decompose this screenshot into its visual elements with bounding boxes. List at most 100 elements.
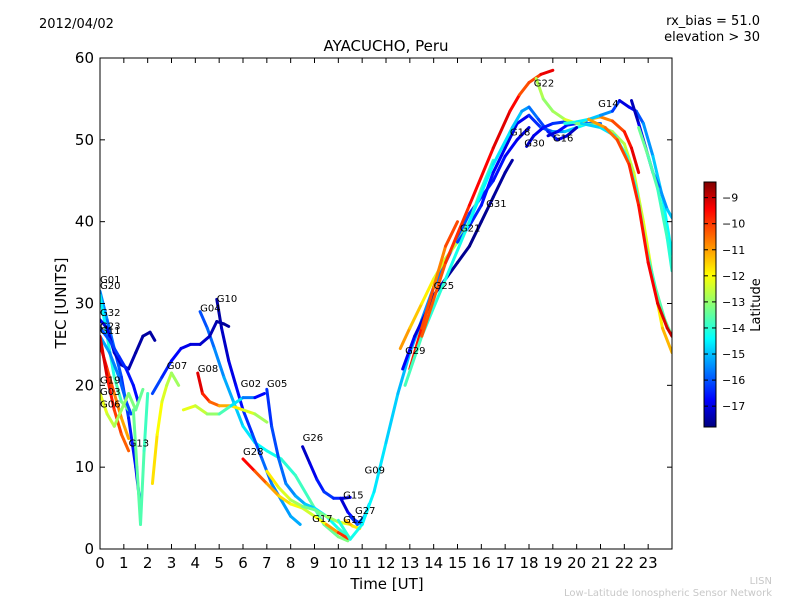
trace-segment [551, 109, 567, 121]
trace-segment [622, 142, 636, 175]
trace-segment [265, 387, 274, 428]
trace-g14d [587, 117, 672, 338]
trace-g09 [336, 126, 531, 541]
trace-segment [610, 130, 626, 146]
trace-segment [253, 469, 269, 486]
trace-segment [324, 514, 340, 524]
satellite-label: G15 [343, 490, 363, 501]
y-tick-label: 30 [75, 295, 94, 313]
trace-segment [322, 490, 336, 500]
network-full-label: Low-Latitude Ionospheric Sensor Network [564, 588, 772, 599]
trace-segment [289, 514, 302, 526]
trace-segment [665, 326, 672, 338]
trace-segment [100, 326, 112, 342]
trace-segment [479, 195, 495, 224]
trace-segment [398, 326, 412, 351]
y-tick-label: 60 [75, 49, 94, 67]
x-tick-label: 19 [543, 554, 562, 572]
colorbar-tick-label: −11 [722, 244, 745, 257]
trace-segment [200, 392, 212, 404]
trace-segment [348, 522, 364, 541]
trace-segment [289, 502, 305, 510]
trace-segment [556, 134, 569, 142]
trace-segment [622, 130, 633, 150]
trace-segment [227, 359, 238, 387]
satellite-label: G30 [524, 138, 544, 149]
trace-segment [660, 195, 672, 256]
trace-segment [308, 461, 319, 481]
trace-segment [229, 404, 245, 412]
trace-segment [527, 105, 541, 121]
trace-segment [515, 113, 531, 125]
trace-g06 [100, 387, 145, 428]
trace-segment [124, 400, 133, 416]
trace-segment [170, 371, 181, 387]
trace-g26 [301, 445, 352, 500]
x-tick-label: 13 [400, 554, 419, 572]
x-tick-label: 11 [353, 554, 372, 572]
trace-segment [222, 375, 235, 404]
satellite-label: G11 [100, 326, 120, 337]
satellite-label: G28 [243, 447, 263, 458]
trace-segment [546, 130, 560, 138]
trace-segment [205, 326, 216, 351]
colorbar-tick-label: −10 [722, 218, 745, 231]
trace-segment [491, 146, 507, 175]
trace-g22 [420, 68, 555, 338]
trace-segment [112, 408, 123, 436]
trace-segment [105, 367, 116, 396]
trace-segment [575, 117, 591, 124]
trace-segment [401, 334, 417, 371]
colorbar-gradient [703, 181, 717, 428]
satellite-label: G16 [553, 133, 573, 144]
trace-segment [222, 322, 231, 328]
x-tick-label: 4 [191, 554, 201, 572]
x-tick-label: 2 [143, 554, 153, 572]
trace-segment [277, 486, 293, 502]
x-tick-label: 18 [519, 554, 538, 572]
trace-segment [396, 351, 412, 396]
trace-segment [208, 320, 219, 338]
satellite-label: G32 [100, 308, 120, 319]
trace-segment [646, 154, 660, 191]
trace-segment [629, 146, 641, 175]
trace-segment [100, 334, 109, 379]
x-tick-label: 7 [262, 554, 272, 572]
trace-segment [193, 404, 209, 416]
x-tick-label: 15 [448, 554, 467, 572]
trace-segment [112, 408, 123, 428]
date-label: 2012/04/02 [39, 17, 114, 32]
trace-g18 [403, 105, 579, 387]
trace-segment [100, 293, 109, 338]
trace-segment [539, 68, 555, 76]
trace-segment [112, 351, 123, 367]
satellite-label: G13 [129, 439, 149, 450]
trace-segment [403, 334, 424, 387]
trace-segment [665, 207, 672, 220]
trace-segment [637, 126, 650, 158]
satellite-label: G27 [355, 506, 375, 517]
trace-segment [467, 220, 483, 248]
trace-segment [508, 93, 521, 113]
colorbar-tick-label: −9 [722, 192, 738, 205]
trace-segment [360, 490, 376, 526]
trace-segment [467, 162, 495, 224]
satellite-label: G23 [100, 322, 120, 333]
satellite-label: G25 [434, 281, 454, 292]
trace-segment [270, 424, 281, 461]
trace-g05 [265, 387, 350, 539]
trace-segment [119, 432, 131, 453]
trace-segment [336, 531, 350, 540]
trace-segment [217, 404, 233, 416]
trace-segment [293, 494, 307, 506]
y-tick-label: 20 [75, 376, 94, 394]
trace-segment [265, 482, 281, 498]
trace-segment [579, 121, 602, 130]
x-tick-label: 8 [286, 554, 296, 572]
x-tick-label: 3 [167, 554, 177, 572]
trace-segment [646, 261, 660, 305]
trace-segment [117, 355, 128, 371]
trace-segment [618, 99, 631, 109]
satellite-label: G14 [598, 99, 618, 110]
trace-segment [532, 126, 545, 138]
